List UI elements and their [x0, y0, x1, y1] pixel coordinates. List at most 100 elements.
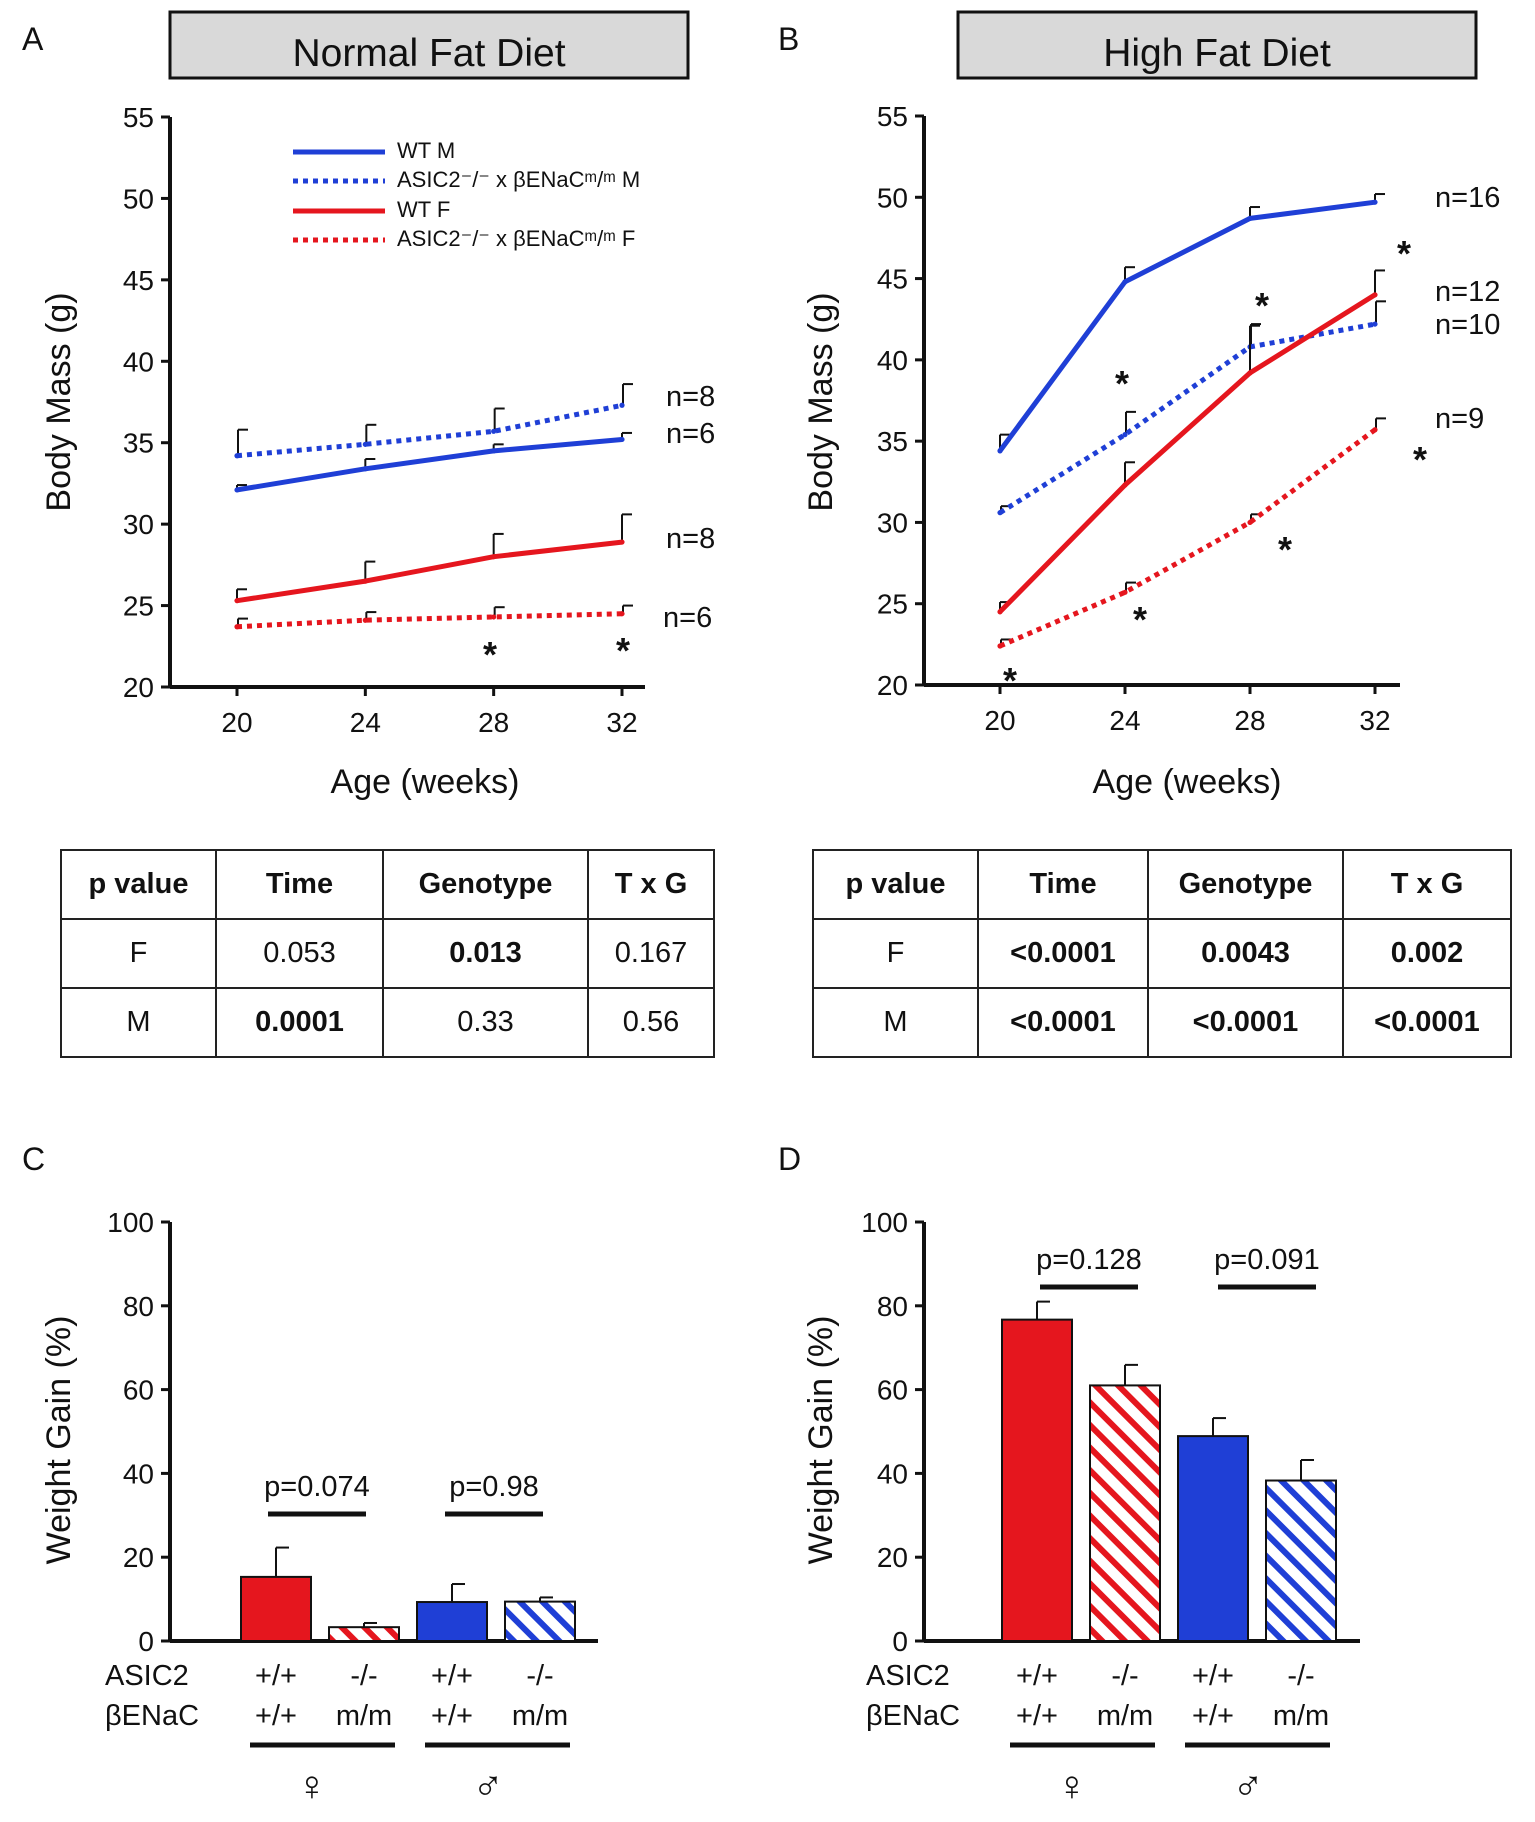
y-tick-label: 30 [123, 509, 154, 540]
data-point [997, 448, 1003, 454]
data-point [362, 466, 368, 472]
asic2-genotype-d-2: +/+ [1192, 1660, 1234, 1692]
legend-label-wt-f: WT F [397, 197, 450, 222]
plot-c: 0 20 40 60 80 100 p=0.074 p=0.98 [107, 1207, 598, 1657]
table-cell: 0.0043 [1147, 918, 1344, 989]
table-header-cell: Time [977, 849, 1149, 920]
table-cell: <0.0001 [977, 987, 1149, 1058]
table-cell: 0.002 [1342, 918, 1512, 989]
table-cell: 0.56 [587, 987, 715, 1058]
legend-a: WT M ASIC2⁻/⁻ x βENaCᵐ/ᵐ M WT F ASIC2⁻/⁻… [293, 138, 640, 251]
y-tick-label: 100 [107, 1207, 154, 1238]
bar [504, 1600, 576, 1643]
xlabel-b: Age (weeks) [1093, 763, 1282, 801]
x-tick-label: 24 [350, 707, 381, 738]
plot-d: 0 20 40 60 80 100 p=0.128 p=0.091 [861, 1207, 1360, 1657]
stats-table-b: p value Time Genotype T x G F <0.0001 0.… [812, 849, 1512, 1058]
significance-asterisk: * [1133, 599, 1147, 640]
row-label-asic2-c: ASIC2 [105, 1660, 189, 1692]
data-point [619, 402, 625, 408]
data-point [997, 609, 1003, 615]
table-header-cell: Genotype [382, 849, 589, 920]
y-tick-label: 35 [123, 428, 154, 459]
data-point [1122, 279, 1128, 285]
legend-label-ko-f: ASIC2⁻/⁻ x βENaCᵐ/ᵐ F [397, 226, 635, 251]
table-cell: 0.33 [382, 987, 589, 1058]
n-label: n=6 [663, 602, 712, 634]
panel-letter-a: A [22, 21, 44, 57]
benac-genotype-d-0: +/+ [1016, 1700, 1058, 1732]
y-tick-label: 80 [877, 1291, 908, 1322]
benac-genotype-c-2: +/+ [431, 1700, 473, 1732]
table-cell: <0.0001 [1147, 987, 1344, 1058]
x-tick-label: 20 [984, 705, 1015, 736]
table-header-row: p value Time Genotype T x G [60, 849, 715, 920]
male-symbol-c: ♂ [472, 1762, 504, 1809]
data-point [1247, 370, 1253, 376]
asic2-genotype-d-3: -/- [1287, 1660, 1314, 1692]
table-header-cell: p value [812, 849, 979, 920]
p-value-label: p=0.128 [1036, 1244, 1142, 1276]
table-cell: F [60, 918, 217, 989]
table-row: M <0.0001 <0.0001 <0.0001 [812, 987, 1512, 1058]
table-row: F <0.0001 0.0043 0.002 [812, 918, 1512, 989]
significance-asterisk: * [616, 630, 630, 671]
table-header-row: p value Time Genotype T x G [812, 849, 1512, 920]
benac-genotype-c-0: +/+ [255, 1700, 297, 1732]
benac-genotype-d-1: m/m [1097, 1700, 1153, 1732]
asic2-genotype-d-1: -/- [1111, 1660, 1138, 1692]
y-tick-label: 20 [123, 672, 154, 703]
series-line [236, 539, 623, 604]
bar [1177, 1435, 1249, 1643]
asic2-genotype-c-0: +/+ [255, 1660, 297, 1692]
benac-genotype-c-3: m/m [512, 1700, 568, 1732]
legend-label-ko-m: ASIC2⁻/⁻ x βENaCᵐ/ᵐ M [397, 167, 640, 192]
data-point [997, 643, 1003, 649]
y-tick-label: 25 [123, 591, 154, 622]
data-point [234, 487, 240, 493]
y-tick-label: 0 [138, 1626, 154, 1657]
data-point [362, 578, 368, 584]
n-label: n=12 [1435, 276, 1500, 308]
data-point [997, 510, 1003, 516]
data-point [1372, 292, 1378, 298]
table-cell: 0.013 [382, 918, 589, 989]
data-point [619, 436, 625, 443]
asic2-genotype-c-1: -/- [350, 1660, 377, 1692]
bar [328, 1626, 400, 1642]
series-line [236, 611, 623, 630]
ylabel-b: Body Mass (g) [802, 292, 840, 511]
y-tick-label: 60 [877, 1375, 908, 1406]
x-tick-label: 28 [478, 707, 509, 738]
n-label: n=16 [1435, 182, 1500, 214]
data-point [1372, 427, 1378, 433]
data-point [362, 617, 368, 623]
data-point [234, 453, 240, 459]
data-point [1247, 215, 1253, 222]
x-tick-label: 32 [1359, 705, 1390, 736]
y-tick-label: 20 [123, 1542, 154, 1573]
y-tick-label: 45 [123, 265, 154, 296]
data-point [1122, 432, 1128, 438]
table-cell: 0.167 [587, 918, 715, 989]
data-point [619, 539, 625, 545]
legend-label-wt-m: WT M [397, 138, 455, 163]
ylabel-a: Body Mass (g) [40, 292, 78, 511]
data-point [619, 611, 625, 617]
table-cell: 0.053 [215, 918, 384, 989]
bar [240, 1575, 312, 1642]
table-header-cell: Genotype [1147, 849, 1344, 920]
data-point [1372, 199, 1378, 205]
data-point [491, 614, 497, 620]
table-cell: M [812, 987, 979, 1058]
row-label-benac-c: βENaC [105, 1700, 199, 1732]
data-point [234, 598, 240, 604]
data-point [491, 428, 497, 434]
benac-genotype-d-2: +/+ [1192, 1700, 1234, 1732]
series-line [999, 427, 1377, 649]
y-tick-label: 20 [877, 670, 908, 701]
significance-asterisk: * [1115, 363, 1129, 404]
significance-asterisk: * [1278, 529, 1292, 570]
table-header-cell: Time [215, 849, 384, 920]
